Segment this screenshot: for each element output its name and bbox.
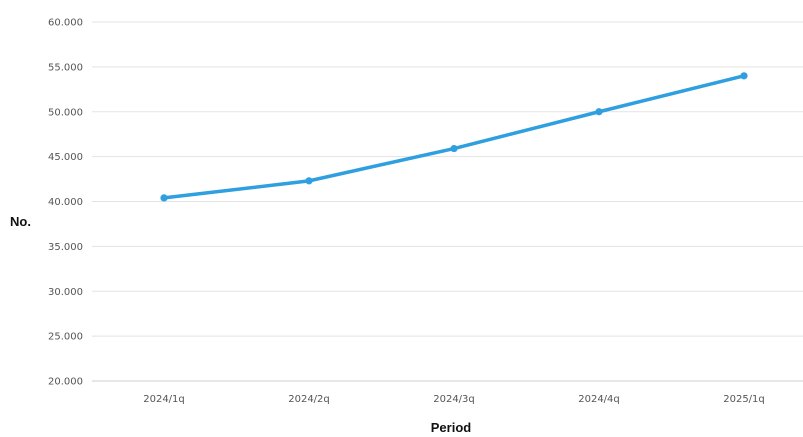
- data-point: [305, 177, 313, 185]
- y-tick-label: 25.000: [48, 332, 83, 343]
- y-tick-label: 45.000: [48, 152, 83, 163]
- series-line: [162, 74, 746, 200]
- x-tick-label: 2024/3q: [433, 394, 475, 405]
- series-group: [160, 72, 748, 202]
- y-axis-ticks: 20.000 25.000 30.000 35.000 40.000 45.000 50.0…: [48, 18, 83, 388]
- x-tick-label: 2025/1q: [723, 394, 765, 405]
- y-tick-label: 55.000: [48, 62, 83, 73]
- data-point: [160, 194, 168, 202]
- y-axis-title: No.: [10, 214, 31, 229]
- x-axis-ticks: 2024/1q 2024/2q 2024/3q 2024/4q 2025/1q: [143, 394, 765, 405]
- y-tick-label: 35.000: [48, 242, 83, 253]
- data-point: [740, 72, 748, 80]
- x-tick-label: 2024/4q: [578, 394, 620, 405]
- data-point: [595, 108, 603, 116]
- y-tick-label: 20.000: [48, 377, 83, 388]
- y-tick-label: 40.000: [48, 197, 83, 208]
- y-tick-label: 50.000: [48, 107, 83, 118]
- data-point: [450, 144, 458, 153]
- x-tick-label: 2024/2q: [288, 394, 330, 405]
- y-tick-label: 30.000: [48, 287, 83, 298]
- x-axis-title: Period: [431, 420, 472, 435]
- y-tick-label: 60.000: [48, 18, 83, 29]
- gridlines: [92, 21, 803, 382]
- x-tick-label: 2024/1q: [143, 394, 185, 405]
